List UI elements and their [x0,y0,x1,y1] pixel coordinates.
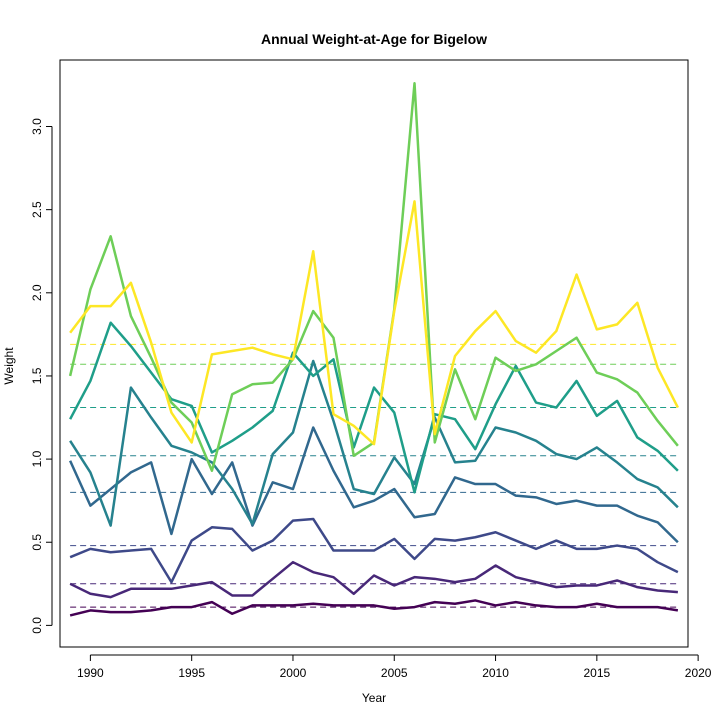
x-tick-label: 2000 [280,666,307,680]
x-tick-label: 2005 [381,666,408,680]
series-line-2 [69,560,678,599]
series-line-1 [69,599,679,617]
plot-frame [59,59,689,648]
x-tick-label: 1990 [77,666,104,680]
chart-title: Annual Weight-at-Age for Bigelow [261,31,487,47]
x-tick-label: 2020 [685,666,712,680]
series-line-6 [69,321,679,494]
y-tick-label: 1.5 [30,367,44,384]
series-line-8 [69,200,679,446]
y-axis: 0.0 0.5 1.0 1.5 2.0 2.5 3.0 [30,118,53,634]
series-line-4 [68,426,679,544]
x-tick-label: 1995 [178,666,205,680]
series-line-5 [69,359,679,527]
y-axis-label: Weight [2,347,16,385]
series-line-3 [69,517,679,584]
y-tick-label: 0.0 [30,617,44,634]
series-lines [68,82,679,617]
x-tick-label: 2015 [583,666,610,680]
x-tick-label: 2010 [482,666,509,680]
y-tick-label: 2.5 [30,201,44,218]
y-tick-label: 0.5 [30,534,44,551]
y-tick-label: 3.0 [30,118,44,135]
x-axis-label: Year [362,691,386,705]
x-axis: 1990 1995 2000 2005 2010 2015 2020 [77,654,712,680]
y-tick-label: 2.0 [30,284,44,301]
y-tick-label: 1.0 [30,450,44,467]
series-line-7 [68,82,679,472]
